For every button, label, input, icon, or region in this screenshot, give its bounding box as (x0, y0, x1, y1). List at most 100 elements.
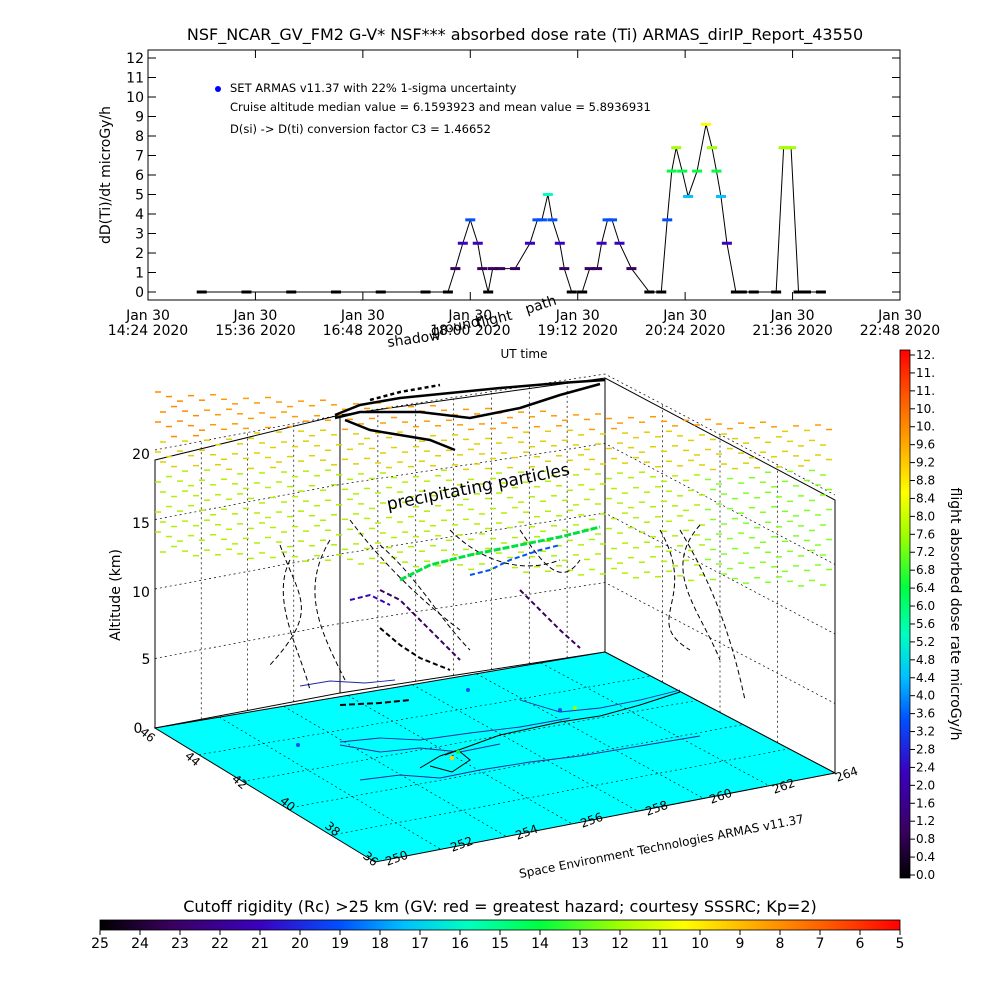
altitude-tick: 20 (132, 447, 150, 463)
dose-colorbar-tick-label: 4.0 (916, 689, 935, 703)
dose-colorbar-tick-label: 11. (916, 384, 935, 398)
x-tick-time: 20:24 2020 (645, 323, 725, 339)
x-tick-date: Jan 30 (447, 308, 492, 324)
flight-dose-marker (469, 544, 561, 576)
flightpath-line (334, 382, 601, 420)
cruise-flight-track (399, 525, 601, 582)
profile-dash (269, 544, 302, 666)
wall-altitude-gridline (154, 582, 836, 704)
rigidity-colorbar-tick-label: 22 (211, 936, 229, 952)
dose-colorbar-tick-label: 8.8 (916, 474, 935, 488)
dose-colorbar-strip (899, 349, 911, 879)
overlay-label-path: path (523, 293, 558, 318)
y-tick-label: 0 (135, 285, 144, 301)
flightpath-line (344, 418, 456, 452)
dose-colorbar-tick-label: 4.4 (916, 671, 935, 685)
x-tick-time: 18:00 2020 (430, 323, 510, 339)
shadow-track-line (419, 749, 471, 773)
track-dot (573, 706, 577, 710)
dose-colorbar-tick-label: 5.2 (916, 635, 935, 649)
altitude-tick: 5 (142, 652, 151, 668)
rigidity-colorbar-tick-label: 17 (411, 936, 429, 952)
longitude-axis: 250 252 254 256 258 260 262 264 (383, 764, 859, 869)
boundary-line (339, 717, 571, 743)
legend-marker (215, 86, 221, 92)
ground-track-dots (296, 688, 577, 761)
x-tick-time: 16:48 2020 (323, 323, 403, 339)
flight-dose-marker (339, 699, 411, 706)
flight-dose-marker (379, 589, 461, 661)
y-tick-label: 1 (135, 266, 144, 282)
y-tick-label: 11 (126, 71, 144, 87)
altitude-axis-label: Altitude (km) (108, 549, 124, 641)
dose-colorbar-tick-label: 8.4 (916, 491, 935, 505)
altitude-tick: 15 (132, 516, 150, 532)
state-boundaries (299, 679, 701, 781)
ground-longitude-gridline (540, 662, 770, 786)
dose-colorbar-tick-label: 6.0 (916, 599, 935, 613)
wall-altitude-gridline (154, 373, 836, 496)
rigidity-colorbar-tick-label: 16 (451, 936, 469, 952)
dose-colorbar-tick-label: 11. (916, 366, 935, 380)
x-tick-time: 14:24 2020 (108, 323, 188, 339)
dose-colorbar-tick-label: 0.4 (916, 850, 935, 864)
x-tick-time: 21:36 2020 (752, 323, 832, 339)
rigidity-colorbar-tick-label: 20 (291, 936, 309, 952)
ground-longitude-gridline (283, 706, 507, 837)
shadow-track-line (444, 715, 601, 756)
rigidity-colorbar-tick-label: 18 (371, 936, 389, 952)
boundary-line (519, 689, 681, 713)
cutoff-rigidity-colorbar: Cutoff rigidity (Rc) >25 km (GV: red = g… (91, 897, 904, 952)
rigidity-colorbar-tick-label: 8 (776, 936, 785, 952)
y-tick-label: 8 (135, 129, 144, 145)
profile-dash (659, 529, 691, 651)
ground-shadow-track (419, 691, 681, 773)
dose-colorbar-tick-label: 7.2 (916, 545, 935, 559)
altitude-tick: 10 (132, 585, 150, 601)
dose-colorbar-tick-label: 1.6 (916, 796, 935, 810)
rigidity-colorbar-tick-label: 23 (171, 936, 189, 952)
ground-longitude-gridline (347, 695, 573, 825)
altitude-axis: 0 5 10 15 20 Altitude (km) (108, 447, 150, 737)
shadow-ground-flightpath-overlay: shadow ground flight path (386, 293, 558, 351)
timeseries-x-axis-label: UT time (500, 347, 547, 361)
track-dot (296, 743, 300, 747)
legend-line-2: Cruise altitude median value = 6.1593923… (230, 100, 651, 114)
y-tick-label: 4 (135, 207, 144, 223)
ground-longitude-gridline (411, 684, 639, 812)
ground-latitude-gridline (286, 724, 744, 809)
dose-colorbar-tick-label: 2.4 (916, 760, 935, 774)
altitude-tick: 0 (134, 721, 143, 737)
dose-colorbar-tick-label: 3.2 (916, 725, 935, 739)
y-tick-label: 3 (135, 227, 144, 243)
rigidity-colorbar-tick-label: 12 (611, 936, 629, 952)
dose-colorbar-tick-label: 0.0 (916, 868, 935, 882)
x-tick-time: 22:48 2020 (860, 323, 940, 339)
rigidity-colorbar-ticks: 25 24 23 22 21 20 19 18 17 16 15 14 13 12 11 10 9 8 7 6 5 (91, 930, 904, 952)
rigidity-colorbar-tick-label: 24 (131, 936, 149, 952)
legend-line-3: D(si) -> D(ti) conversion factor C3 = 1.… (230, 122, 491, 136)
track-dot (456, 750, 460, 754)
timeseries-legend: SET ARMAS v11.37 with 22% 1-sigma uncert… (215, 81, 651, 136)
dose-colorbar-tick-label: 5.6 (916, 617, 935, 631)
rigidity-colorbar-tick-label: 5 (896, 936, 905, 952)
wall-altitude-gridline (154, 512, 836, 635)
profile-dash (519, 529, 581, 573)
flight-dose-marker (379, 627, 451, 671)
precipitating-particles-field (155, 391, 832, 587)
precipitating-particles-label: precipitating particles (385, 460, 571, 515)
flightpath-line (369, 383, 441, 402)
dose-colorbar-tick-label: 12. (916, 348, 935, 362)
profile-dash (314, 539, 346, 681)
dose-rate-line (201, 124, 821, 293)
y-tick-label: 2 (135, 246, 144, 262)
rigidity-colorbar-title: Cutoff rigidity (Rc) >25 km (GV: red = g… (183, 897, 817, 916)
dose-colorbar-tick-label: 10. (916, 402, 935, 416)
dose-colorbar-tick-label: 8.0 (916, 509, 935, 523)
boundary-line (299, 679, 396, 687)
x-tick-date: Jan 30 (555, 308, 600, 324)
rigidity-colorbar-tick-label: 15 (491, 936, 509, 952)
shadow-track-line (599, 691, 681, 717)
